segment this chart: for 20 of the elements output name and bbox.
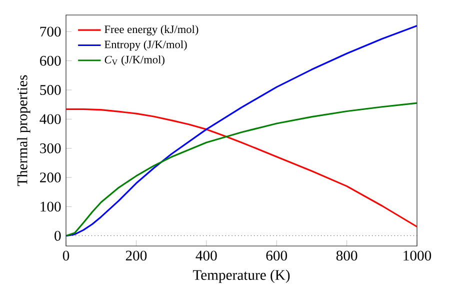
x-tick-label: 800 [336, 250, 358, 261]
y-tick-label: 300 [40, 143, 61, 154]
y-tick-label: 600 [40, 56, 61, 66]
y-tick-label: 100 [40, 202, 61, 212]
x-tick-label: 400 [196, 250, 217, 261]
line-series [66, 24, 418, 237]
x-tick-label: 1000 [404, 250, 432, 261]
y-axis-title: Thermal properties [17, 75, 30, 186]
y-tick-label: 400 [40, 114, 61, 124]
x-tick-label: 200 [126, 250, 147, 261]
x-tick-label: 0 [62, 250, 70, 261]
x-tick-label: 600 [266, 250, 288, 261]
y-tick-label: 0 [54, 230, 61, 241]
legend-label: C$_{V}$ (J/K/mol) [104, 55, 164, 66]
y-tick-label: 700 [40, 26, 61, 37]
y-tick-label: 500 [40, 85, 61, 95]
legend-label: Free energy (kJ/mol) [104, 25, 198, 36]
y-tick-label: 200 [40, 172, 61, 182]
legend-label: Entropy (J/K/mol) [104, 40, 187, 51]
x-axis-title: Temperature (K) [192, 270, 290, 283]
